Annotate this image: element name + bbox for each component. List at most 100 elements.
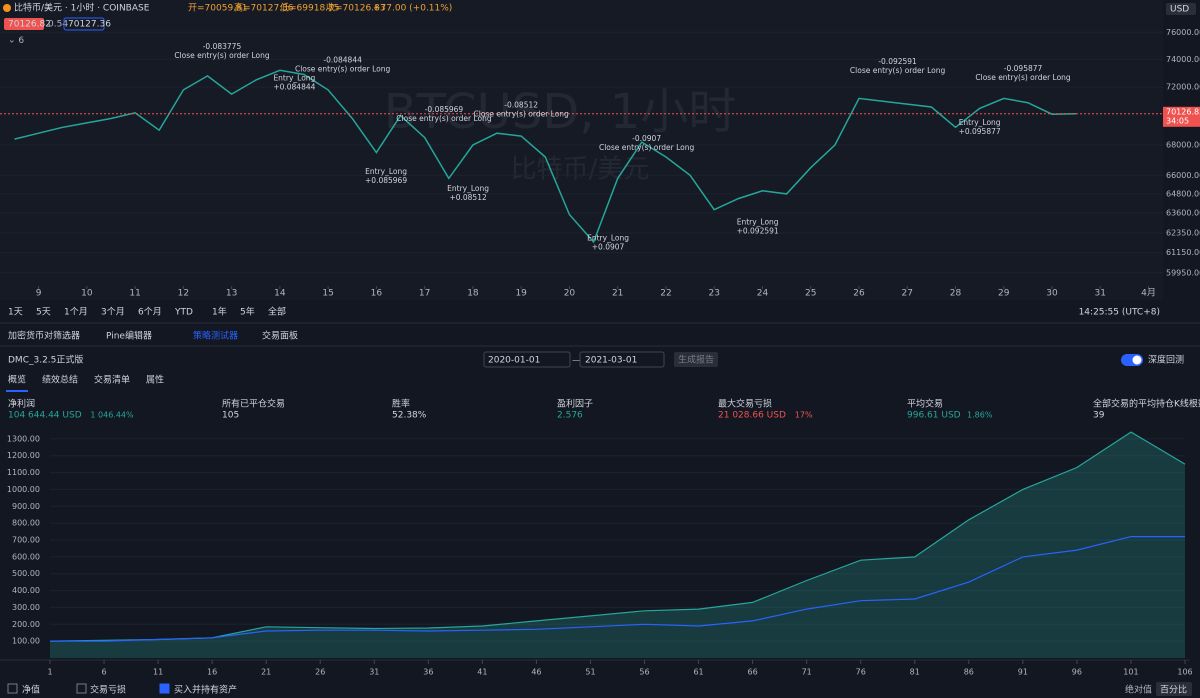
x-tick-label: 61 xyxy=(693,668,703,677)
report-button[interactable] xyxy=(674,352,718,367)
trade-annotation: +0.092591 xyxy=(737,226,779,235)
currency[interactable]: USD xyxy=(1170,5,1189,15)
metric-value: 105 xyxy=(222,411,239,421)
trade-annotation: +0.095877 xyxy=(959,127,1001,136)
range-button[interactable]: 1个月 xyxy=(64,307,88,318)
panel-tab[interactable]: 策略测试器 xyxy=(193,330,238,342)
range-button[interactable]: 全部 xyxy=(268,306,286,318)
trade-annotation: +0.0907 xyxy=(592,243,625,252)
x-tick-label: 13 xyxy=(226,289,237,299)
y-tick-label: 500.00 xyxy=(12,569,40,578)
panel-tab[interactable]: Pine编辑器 xyxy=(106,330,152,342)
last-price-box xyxy=(1163,106,1200,127)
low: 低=69918.75 xyxy=(280,2,340,14)
absolute[interactable]: 绝对值 xyxy=(1125,684,1152,696)
deep-label: 深度回测 xyxy=(1148,354,1184,366)
percent[interactable]: 百分比 xyxy=(1160,684,1187,696)
legend-checkbox[interactable] xyxy=(7,683,18,694)
y-tick-label: 1100.00 xyxy=(7,468,40,477)
range-button[interactable]: 6个月 xyxy=(138,307,162,318)
equity-line xyxy=(49,431,1186,642)
date-from-box[interactable] xyxy=(483,351,571,368)
x-tick-label: 81 xyxy=(910,668,920,677)
x-tick-label: 26 xyxy=(315,668,325,677)
date-to[interactable]: 2021-03-01 xyxy=(585,356,637,366)
equity-area xyxy=(50,432,1185,658)
date-from[interactable]: 2020-01-01 xyxy=(488,356,540,366)
metric-value: 2.576 xyxy=(557,411,583,421)
metric-value: 104 644.44 USD xyxy=(8,411,82,421)
countdown: 34:05 xyxy=(1166,116,1189,125)
currency-box[interactable] xyxy=(1166,3,1196,15)
trade-annotation: Entry_Long xyxy=(737,217,779,226)
panel-tab[interactable]: 加密货币对筛选器 xyxy=(8,330,80,342)
trade-annotation: Close entry(s) order Long xyxy=(850,66,946,75)
trade-annotation: -0.084844 xyxy=(323,56,362,65)
range-button[interactable]: 5天 xyxy=(36,308,51,318)
y-tick-label: 1300.00 xyxy=(7,434,40,443)
bid-box[interactable] xyxy=(4,18,44,30)
indicator-toggle[interactable]: ⌄ 6 xyxy=(8,36,24,46)
close: 收=70126.83 xyxy=(326,2,386,14)
x-tick-label: 9 xyxy=(36,289,42,299)
loss-legend[interactable]: 交易亏损 xyxy=(90,684,126,696)
y-tick-label: 76000.00 xyxy=(1166,28,1200,37)
x-tick-label: 21 xyxy=(261,668,271,677)
y-tick-label: 66000.00 xyxy=(1166,171,1200,180)
x-tick-label: 11 xyxy=(153,668,163,677)
x-tick-label: 96 xyxy=(1072,668,1082,677)
price-line xyxy=(14,69,1077,244)
legend-entry[interactable]: 买入并持有资产 xyxy=(174,684,237,696)
x-tick-label: 20 xyxy=(564,289,576,299)
trade-annotation: Close entry(s) order Long xyxy=(295,65,391,74)
x-tick-label: 101 xyxy=(1123,668,1138,677)
dash: — xyxy=(572,356,581,366)
spread: 0.54 xyxy=(48,20,68,30)
x-tick-label: 16 xyxy=(207,668,217,677)
range-button[interactable]: 3个月 xyxy=(101,307,125,318)
range-button[interactable]: 5年 xyxy=(240,306,255,318)
ask-box[interactable] xyxy=(63,17,105,31)
range-button[interactable]: 1年 xyxy=(212,306,227,318)
sub-tab[interactable]: 绩效总结 xyxy=(42,374,78,386)
x-tick-label: 14 xyxy=(274,289,286,299)
toggle-knob xyxy=(1132,355,1142,365)
percent-box[interactable] xyxy=(1156,682,1192,696)
x-tick-label: 18 xyxy=(467,289,479,299)
sub-tab[interactable]: 概览 xyxy=(8,374,26,386)
y-tick-label: 74000.00 xyxy=(1166,55,1200,64)
sub-tab[interactable]: 属性 xyxy=(146,374,164,386)
metric-value: 996.61 USD xyxy=(907,411,961,421)
x-tick-label: 29 xyxy=(998,289,1010,299)
date-to-box[interactable] xyxy=(579,351,665,368)
last-price-label: 70126.83 xyxy=(1166,107,1200,116)
x-tick-label: 28 xyxy=(950,289,962,299)
legend-entry[interactable]: 净值 xyxy=(22,684,40,696)
trade-annotation: -0.092591 xyxy=(878,57,917,66)
report-label[interactable]: 生成报告 xyxy=(678,354,714,366)
x-tick-label: 27 xyxy=(902,289,913,299)
sub-tab[interactable]: 交易清单 xyxy=(94,374,130,386)
y-tick-label: 62350.00 xyxy=(1166,228,1200,237)
ask[interactable]: 70127.36 xyxy=(68,20,111,30)
x-tick-label: 11 xyxy=(129,289,140,299)
x-tick-label: 31 xyxy=(369,668,379,677)
trade-annotation: -0.095877 xyxy=(1004,64,1043,73)
y-tick-label: 64800.00 xyxy=(1166,189,1200,198)
loss-checkbox[interactable] xyxy=(76,683,87,694)
trade-annotation: +0.084844 xyxy=(273,83,315,92)
legend-checkbox[interactable] xyxy=(159,683,170,694)
metric-label: 全部交易的平均持仓K线根数 xyxy=(1093,398,1200,410)
x-tick-label: 22 xyxy=(660,289,671,299)
trade-annotation: Entry_Long xyxy=(273,74,315,83)
range-button[interactable]: 1天 xyxy=(8,308,23,318)
x-tick-label: 21 xyxy=(612,289,623,299)
y-tick-label: 1000.00 xyxy=(7,485,40,494)
metric-extra: 1.86% xyxy=(967,411,993,420)
metric-value: 21 028.66 USD xyxy=(718,411,786,421)
panel-tab[interactable]: 交易面板 xyxy=(262,330,298,342)
range-button[interactable]: YTD xyxy=(174,308,193,318)
bid[interactable]: 70126.82 xyxy=(8,20,51,30)
y-tick-label: 72000.00 xyxy=(1166,83,1200,92)
metric-value: 52.38% xyxy=(392,411,427,421)
